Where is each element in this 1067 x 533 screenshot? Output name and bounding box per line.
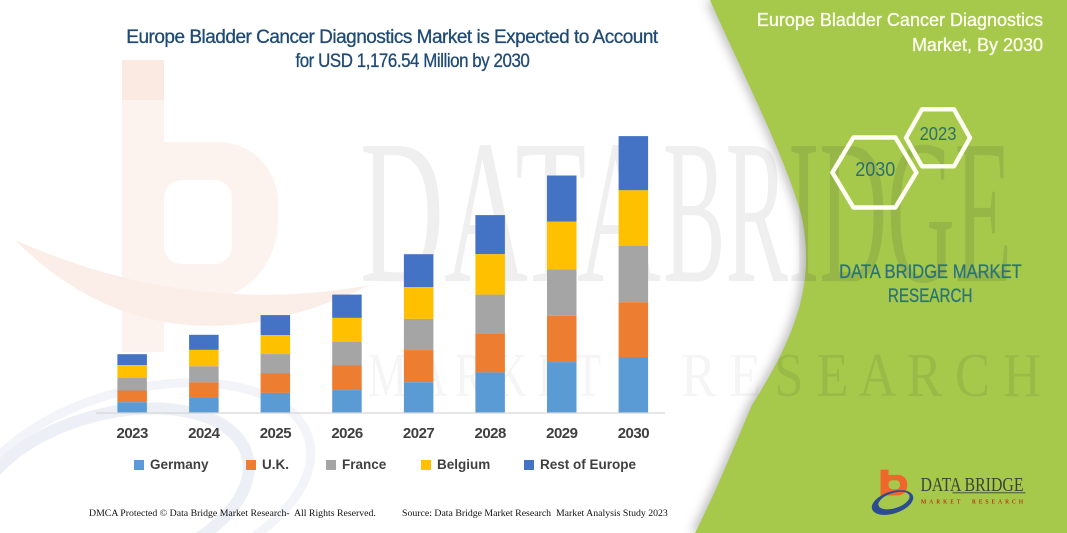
svg-text:MARKET RESEARCH: MARKET RESEARCH: [921, 500, 1024, 506]
svg-text:DATA BRIDGE: DATA BRIDGE: [921, 474, 1024, 496]
svg-text:R E S E A R C H: R E S E A R C H: [681, 342, 1041, 410]
svg-text:BRIDGE: BRIDGE: [663, 97, 1012, 326]
